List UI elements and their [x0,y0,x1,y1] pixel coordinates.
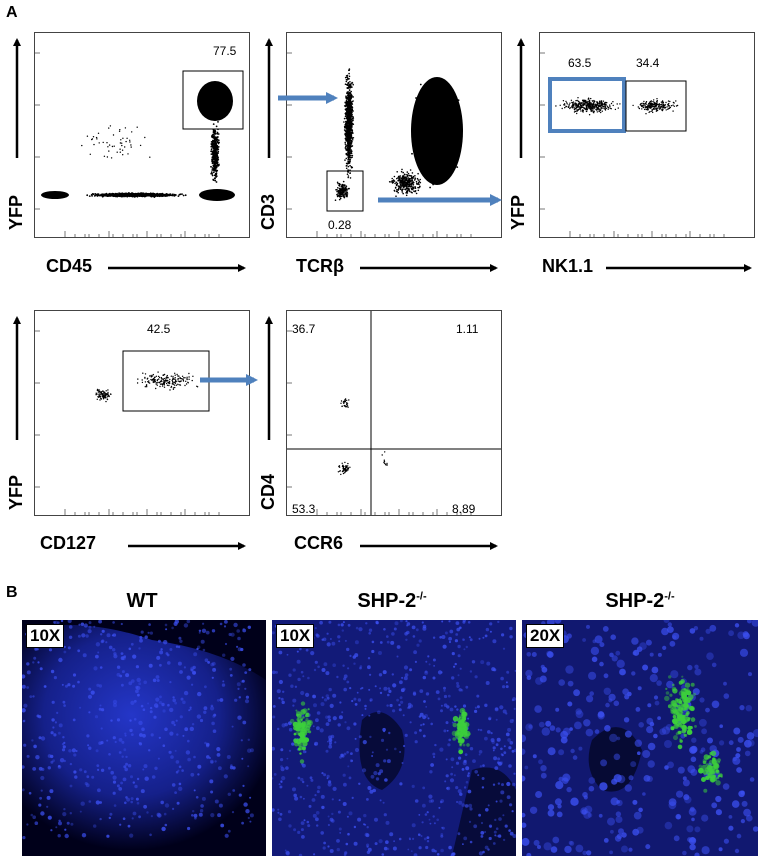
gate-value: 0.28 [328,218,352,232]
flow-plot-tcrb-cd3 [286,32,502,238]
flow-plot-ccr6-dots [287,311,501,515]
arrow-overlay [13,38,752,550]
gate-value: 42.5 [147,322,171,336]
gate-value: 77.5 [213,44,237,58]
micrograph-title-wt: WT [126,590,158,612]
x-axis-label: NK1.1 [542,256,594,276]
flow-plot-ccr6-cd4 [286,310,502,516]
gate-box [625,80,687,132]
gate-value: 63.5 [568,56,592,70]
flow-plot-cd127-dots [35,330,220,515]
x-axis-label: CCR6 [294,533,344,553]
quadrant-value-top-left: 36.7 [292,322,316,336]
quadrant-value-top-right: 1.11 [456,322,479,336]
micrograph-shp2-10x: 10X [272,620,516,856]
panel-b-letter: B [6,584,18,601]
x-axis-label: CD45 [46,256,93,276]
flow-plot-nk11-dots [540,52,725,237]
gate-value: 34.4 [636,56,660,70]
highlight-gate-box [548,77,626,133]
flow-plot-cd127-yfp [34,310,250,516]
magnification-label: 10X [26,624,65,648]
flow-plot-cd45-dots [35,52,244,237]
flow-plot-nk11-yfp [539,32,755,238]
x-axis-label: TCRβ [296,256,344,276]
micrograph-title-shp2-20x: SHP-2-/- [605,590,675,612]
micrograph-wt-image [22,620,266,851]
micrograph-title-shp2-10x: SHP-2-/- [357,590,427,612]
gate-box [326,170,364,212]
flow-plot-tcrb-dots [287,52,472,237]
micrograph-wt: 10X [22,620,266,856]
gate-box [182,70,244,130]
micrograph-shp2-20x-image [522,620,758,856]
quadrant-value-bottom-left: 53.3 [292,502,316,516]
magnification-label: 20X [526,624,565,648]
magnification-label: 10X [276,624,315,648]
micrograph-shp2-20x: 20X [522,620,758,856]
flow-plot-cd45-yfp [34,32,250,238]
quadrant-value-bottom-right: 8.89 [452,502,476,516]
micrograph-shp2-10x-image [272,620,516,856]
panel-a-letter: A [6,4,18,21]
x-axis-label: CD127 [40,533,97,553]
